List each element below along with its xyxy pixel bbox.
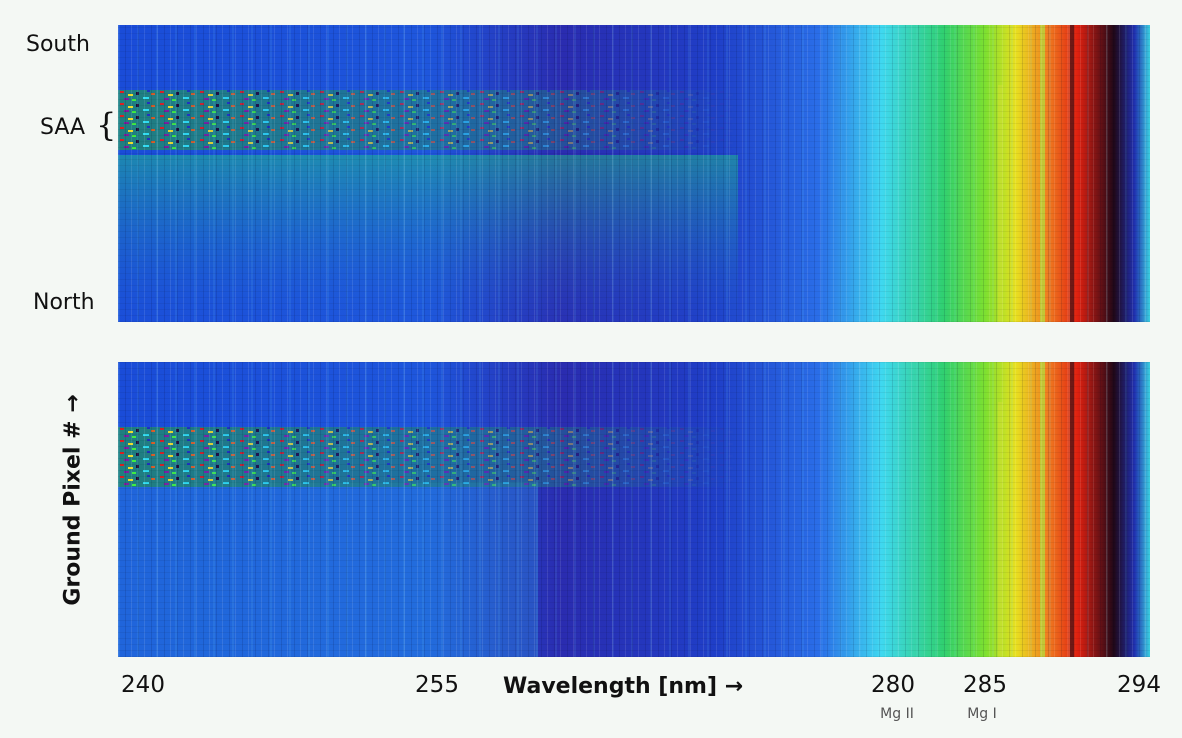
rows — [118, 25, 1150, 322]
x-tick-label: 240 — [121, 672, 165, 698]
x-tick-label: 285 — [963, 672, 1007, 698]
x-axis-label: Wavelength [nm] → — [503, 674, 744, 699]
saa-label: SAA — [40, 115, 86, 140]
x-tick-label: 280 — [871, 672, 915, 698]
spectrum-panel-bottom — [118, 362, 1150, 657]
spectrum-panel-top — [118, 25, 1150, 322]
line-label: Mg I — [967, 706, 997, 722]
rows — [118, 362, 1150, 657]
saa-brace: { — [96, 106, 117, 144]
heatmap — [118, 362, 1150, 657]
line-label: Mg II — [880, 706, 914, 722]
stripes — [118, 362, 1150, 657]
north-label: North — [33, 290, 95, 315]
x-tick-label: 294 — [1117, 672, 1161, 698]
y-axis-label: Ground Pixel # → — [60, 394, 86, 606]
stripes — [118, 25, 1150, 322]
x-tick-label: 255 — [415, 672, 459, 698]
heatmap — [118, 25, 1150, 322]
south-label: South — [26, 32, 90, 57]
